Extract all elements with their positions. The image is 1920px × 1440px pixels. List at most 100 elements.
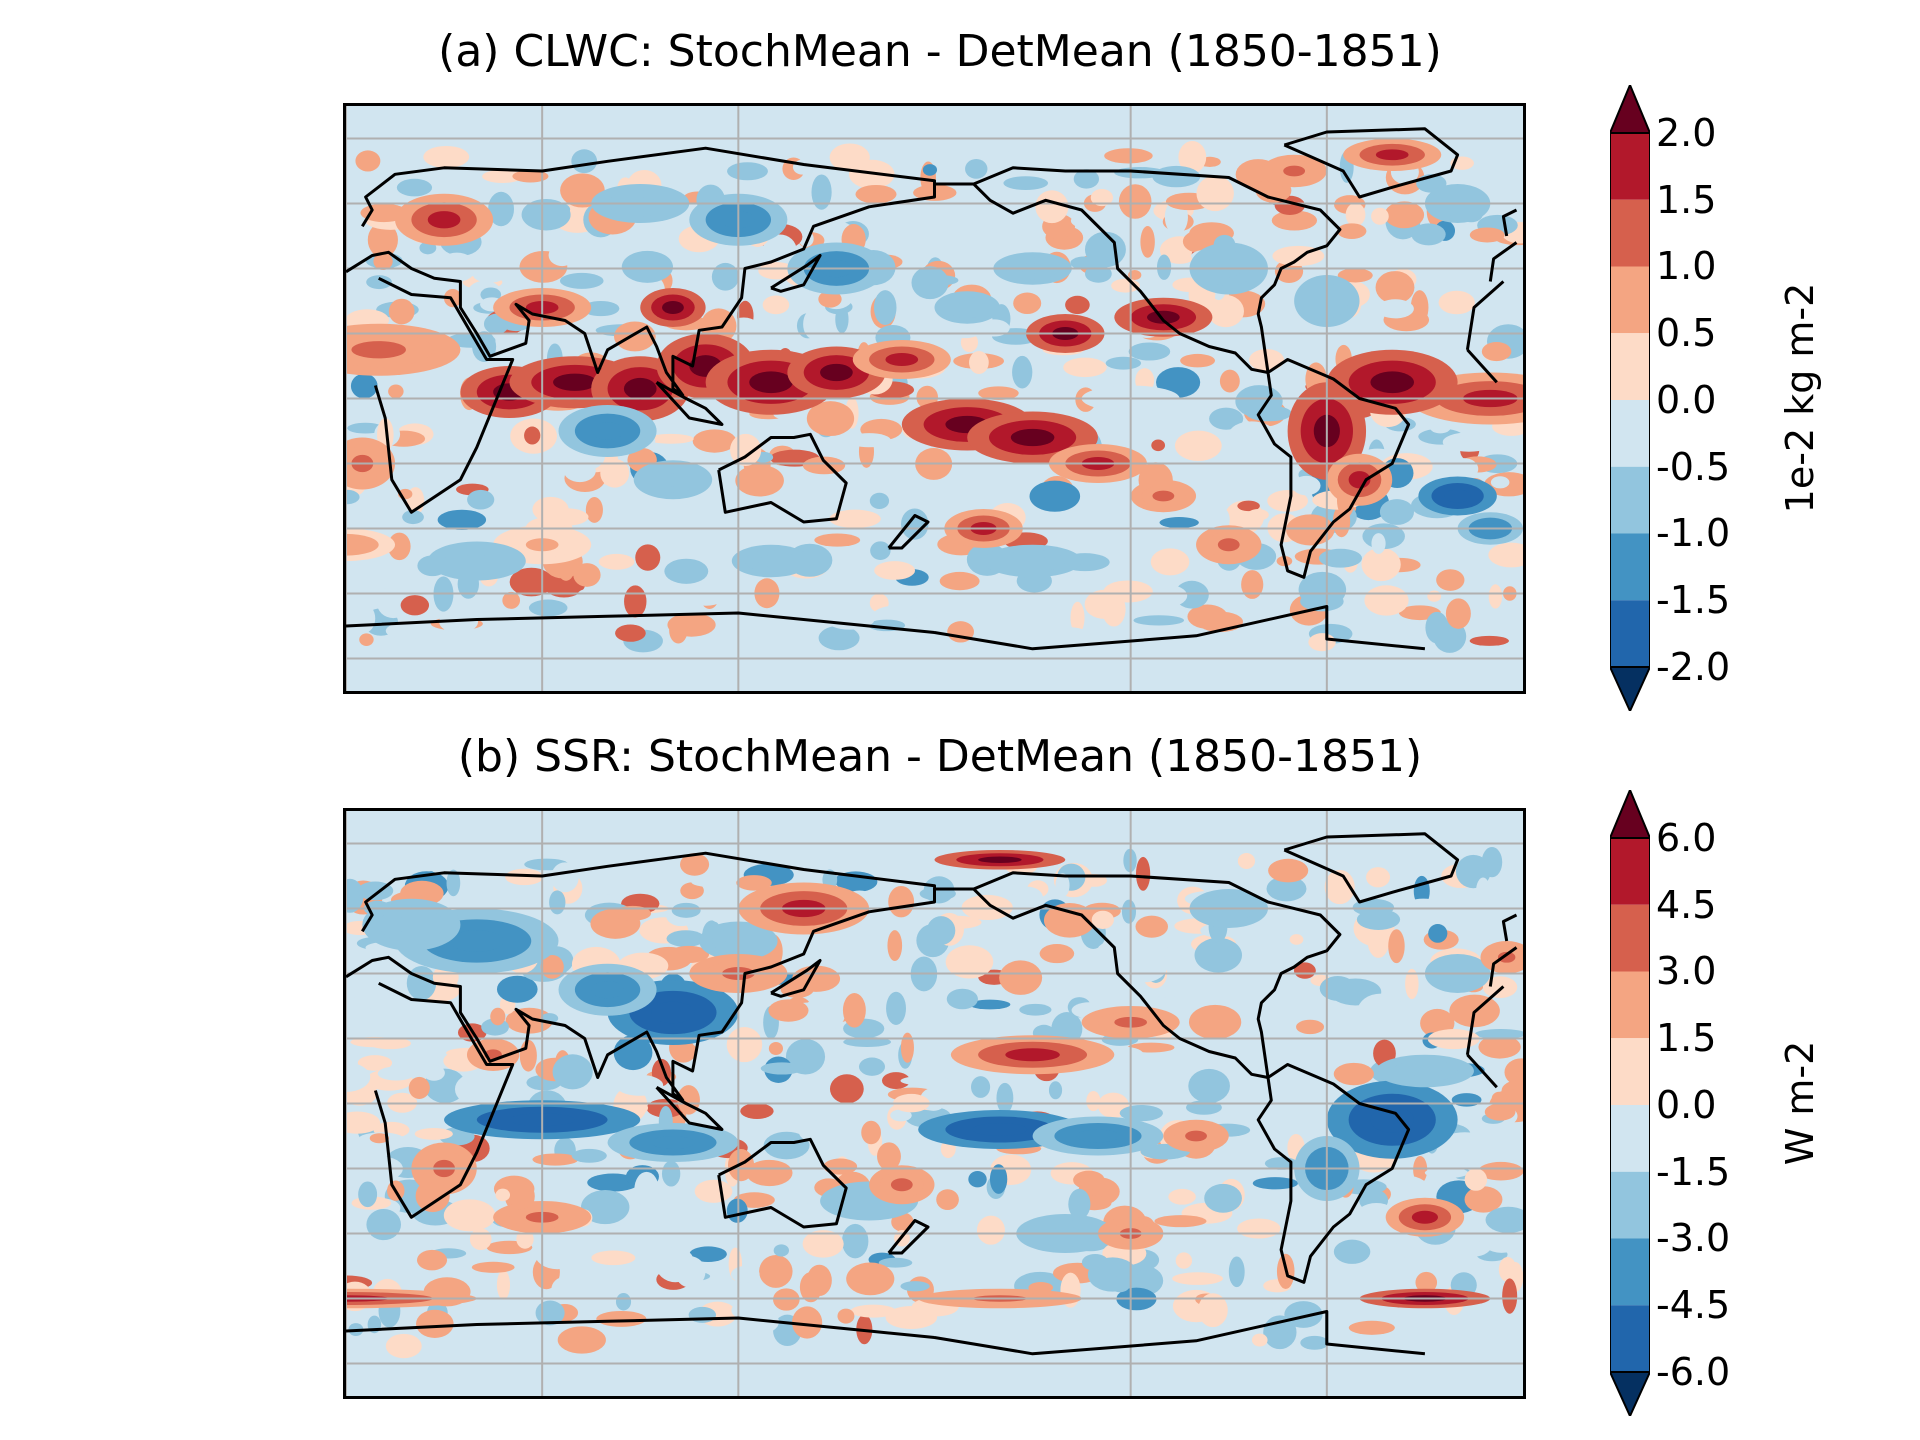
field-cell bbox=[1109, 1276, 1131, 1293]
field-cell bbox=[1140, 226, 1155, 258]
field-cell bbox=[1241, 570, 1264, 599]
panel-a-tick: 0.5 bbox=[1656, 311, 1717, 355]
field-cell bbox=[829, 1074, 864, 1104]
panel-a-tick: 2.0 bbox=[1656, 111, 1717, 155]
colorbar-extend-min bbox=[1610, 1371, 1650, 1416]
field-cell bbox=[1293, 962, 1316, 979]
field-cell bbox=[534, 1236, 581, 1270]
field-cell bbox=[1048, 1081, 1063, 1100]
field-cell bbox=[739, 515, 768, 528]
field-cell bbox=[1502, 1278, 1518, 1314]
field-cell bbox=[900, 1281, 930, 1292]
anomaly-blob bbox=[591, 422, 624, 440]
field-cell bbox=[1207, 612, 1227, 630]
field-cell bbox=[726, 1198, 748, 1223]
field-cell bbox=[576, 589, 595, 605]
field-cell bbox=[1403, 898, 1443, 916]
field-cell bbox=[795, 1202, 811, 1214]
field-cell bbox=[559, 272, 604, 289]
field-cell bbox=[1068, 1188, 1091, 1220]
field-cell bbox=[1065, 295, 1090, 315]
field-cell bbox=[388, 532, 411, 561]
field-cell bbox=[969, 999, 1011, 1010]
panel-a-tick: 1.5 bbox=[1656, 178, 1717, 222]
field-cell bbox=[1292, 475, 1321, 496]
colorbar-bin bbox=[1610, 533, 1650, 601]
colorbar-extend-max bbox=[1610, 85, 1650, 134]
field-cell bbox=[869, 492, 890, 510]
field-cell bbox=[1327, 1286, 1348, 1300]
colorbar-bin bbox=[1610, 400, 1650, 467]
panel-a-colorbar-label: 1e-2 kg m-2 bbox=[1778, 282, 1822, 514]
anomaly-blob bbox=[1444, 489, 1471, 503]
field-cell bbox=[408, 1076, 430, 1099]
field-cell bbox=[1121, 899, 1137, 924]
field-cell bbox=[1426, 1323, 1443, 1344]
field-cell bbox=[1196, 175, 1234, 212]
field-cell bbox=[1464, 1186, 1503, 1213]
field-cell bbox=[1478, 1035, 1521, 1059]
field-cell bbox=[1135, 856, 1151, 891]
field-cell bbox=[585, 496, 603, 523]
field-cell bbox=[1012, 355, 1033, 389]
field-cell bbox=[1333, 1239, 1371, 1264]
coastline bbox=[346, 1310, 1426, 1356]
field-cell bbox=[888, 885, 915, 918]
field-cell bbox=[900, 1075, 950, 1086]
field-cell bbox=[818, 625, 860, 651]
anomaly-blob bbox=[1411, 1210, 1438, 1224]
colorbar-bin bbox=[1610, 971, 1650, 1039]
field-cell bbox=[1103, 580, 1153, 603]
field-cell bbox=[1419, 995, 1450, 1008]
anomaly-blob bbox=[553, 373, 597, 391]
field-cell bbox=[496, 1269, 511, 1300]
field-cell bbox=[1337, 223, 1367, 239]
field-cell bbox=[347, 422, 384, 434]
panel-b-colorbar-label: W m-2 bbox=[1778, 1040, 1822, 1166]
coastline bbox=[717, 432, 848, 524]
field-cell bbox=[614, 905, 652, 921]
anomaly-blob bbox=[1408, 1065, 1442, 1077]
colorbar-extend-max bbox=[1610, 790, 1650, 839]
field-cell bbox=[802, 1230, 844, 1258]
field-cell bbox=[1490, 476, 1510, 489]
field-cell bbox=[1442, 432, 1496, 452]
field-cell bbox=[968, 1170, 987, 1188]
field-cell bbox=[624, 585, 647, 618]
anomaly-blob bbox=[1005, 1048, 1060, 1062]
field-cell bbox=[835, 305, 849, 334]
field-cell bbox=[1405, 968, 1419, 1000]
field-cell bbox=[936, 1189, 959, 1211]
field-cell bbox=[1175, 1252, 1193, 1269]
field-cell bbox=[367, 222, 398, 258]
coastline bbox=[770, 254, 822, 293]
field-cell bbox=[600, 458, 630, 488]
field-cell bbox=[366, 275, 392, 290]
field-cell bbox=[1267, 490, 1308, 512]
anomaly-blob bbox=[852, 1194, 886, 1208]
field-cell bbox=[549, 890, 566, 915]
field-cell bbox=[532, 496, 569, 522]
field-cell bbox=[1029, 480, 1081, 512]
field-cell bbox=[861, 1120, 881, 1145]
field-cell bbox=[1371, 207, 1389, 225]
field-cell bbox=[773, 1244, 790, 1257]
anomaly-blob bbox=[1497, 951, 1516, 963]
coastline bbox=[887, 514, 930, 550]
field-cell bbox=[973, 230, 1025, 251]
anomaly-blob bbox=[662, 301, 684, 314]
panel-a-tick: 0.0 bbox=[1656, 378, 1717, 422]
anomaly-blob bbox=[1185, 1130, 1207, 1142]
field-cell bbox=[400, 595, 430, 616]
field-cell bbox=[877, 1142, 901, 1171]
field-cell bbox=[346, 997, 374, 1012]
coastline bbox=[1256, 1063, 1411, 1284]
field-cell bbox=[878, 1257, 913, 1268]
field-cell bbox=[818, 290, 842, 308]
field-cell bbox=[811, 174, 832, 210]
colorbar-bin bbox=[1610, 266, 1650, 334]
field-cell bbox=[388, 298, 415, 325]
field-cell bbox=[402, 510, 424, 525]
coastlines bbox=[346, 832, 1518, 1356]
field-cell bbox=[396, 178, 433, 197]
